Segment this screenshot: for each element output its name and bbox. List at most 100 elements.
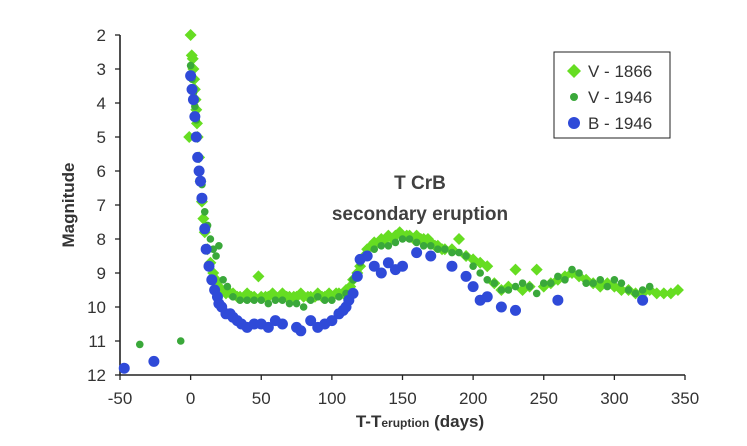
data-point-v1946 bbox=[257, 296, 266, 305]
data-point-v1946 bbox=[504, 286, 513, 294]
data-point-v1946 bbox=[638, 286, 647, 294]
legend: V - 1866 V - 1946 B - 1946 bbox=[553, 51, 671, 139]
data-point-v1946 bbox=[391, 238, 400, 247]
data-point-b1946 bbox=[305, 315, 317, 327]
data-point-v1946 bbox=[441, 245, 449, 253]
data-point-v1946 bbox=[490, 279, 499, 288]
axes bbox=[115, 34, 686, 380]
data-point-v1946 bbox=[455, 248, 463, 257]
data-point-b1946 bbox=[425, 250, 437, 262]
x-tick-label: 150 bbox=[388, 389, 416, 408]
data-point-v1946 bbox=[462, 252, 470, 260]
data-point-v1866 bbox=[186, 52, 199, 65]
data-point-b1946 bbox=[295, 325, 307, 337]
data-point-v1946 bbox=[434, 245, 442, 253]
y-tick-label: 11 bbox=[88, 332, 106, 351]
data-point-v1946 bbox=[223, 282, 232, 291]
data-point-v1946 bbox=[532, 289, 541, 298]
legend-marker-v1866 bbox=[567, 64, 581, 78]
data-point-v1866 bbox=[615, 284, 628, 296]
data-point-v1946 bbox=[377, 242, 386, 250]
data-point-v1866 bbox=[184, 29, 197, 41]
data-point-v1946 bbox=[511, 282, 520, 291]
data-point-v1946 bbox=[250, 296, 258, 305]
y-tick-label: 4 bbox=[97, 94, 106, 113]
data-point-b1946 bbox=[510, 304, 521, 316]
legend-marker-v1946 bbox=[570, 93, 578, 101]
data-point-b1946 bbox=[200, 243, 212, 255]
data-point-v1946 bbox=[596, 276, 605, 284]
data-point-v1946 bbox=[469, 262, 477, 271]
data-point-v1946 bbox=[624, 286, 633, 294]
legend-label-v1866: V - 1866 bbox=[588, 62, 652, 81]
data-point-b1946 bbox=[495, 301, 507, 313]
y-tick-label: 12 bbox=[87, 366, 106, 385]
data-point-v1946 bbox=[215, 242, 223, 250]
data-point-v1946 bbox=[176, 337, 185, 345]
data-point-v1946 bbox=[186, 61, 195, 70]
x-axis-title-subscript: eruption bbox=[381, 416, 429, 430]
data-point-v1946 bbox=[539, 279, 548, 288]
series-b-1946 bbox=[118, 70, 649, 374]
data-point-v1946 bbox=[264, 299, 273, 308]
y-axis-title: Magnitude bbox=[59, 163, 78, 248]
y-tick-label: 8 bbox=[97, 230, 106, 249]
data-point-v1946 bbox=[292, 299, 301, 308]
data-point-b1946 bbox=[192, 151, 204, 163]
data-point-v1946 bbox=[645, 282, 654, 291]
data-point-v1946 bbox=[426, 242, 435, 250]
data-point-v1946 bbox=[525, 282, 534, 291]
data-point-v1946 bbox=[412, 238, 421, 247]
data-point-v1946 bbox=[448, 248, 456, 257]
data-point-v1946 bbox=[212, 252, 220, 260]
x-tick-label: 300 bbox=[600, 389, 628, 408]
data-point-v1866 bbox=[650, 287, 663, 300]
data-point-b1946 bbox=[186, 83, 198, 95]
y-tick-label: 7 bbox=[97, 196, 106, 215]
x-axis-title: T-Teruption (days) bbox=[356, 412, 484, 431]
data-point-v1946 bbox=[610, 276, 619, 284]
data-point-v1946 bbox=[200, 208, 209, 216]
legend-label-b1946: B - 1946 bbox=[588, 114, 652, 133]
data-point-v1866 bbox=[252, 270, 265, 283]
data-point-v1946 bbox=[384, 242, 393, 250]
data-point-b1946 bbox=[195, 175, 207, 187]
data-point-v1946 bbox=[236, 296, 244, 305]
data-point-v1866 bbox=[530, 263, 543, 276]
data-point-b1946 bbox=[190, 131, 202, 143]
data-point-b1946 bbox=[262, 321, 274, 333]
data-point-b1946 bbox=[467, 281, 479, 293]
data-point-v1946 bbox=[206, 235, 215, 243]
data-point-v1946 bbox=[561, 276, 569, 284]
data-point-b1946 bbox=[193, 165, 205, 177]
data-series bbox=[118, 29, 684, 374]
data-point-v1866 bbox=[453, 233, 465, 245]
data-point-b1946 bbox=[637, 294, 649, 306]
x-tick-label: -50 bbox=[108, 389, 133, 408]
data-point-v1946 bbox=[497, 286, 506, 294]
data-point-v1946 bbox=[335, 293, 343, 301]
data-point-b1946 bbox=[206, 274, 218, 286]
data-point-b1946 bbox=[481, 291, 493, 303]
data-point-v1946 bbox=[313, 293, 322, 301]
data-point-v1946 bbox=[554, 272, 562, 281]
data-point-b1946 bbox=[276, 318, 288, 330]
data-point-b1946 bbox=[446, 260, 458, 272]
y-tick-label: 3 bbox=[97, 60, 106, 79]
legend-marker-b1946 bbox=[568, 117, 580, 129]
data-point-b1946 bbox=[411, 247, 423, 259]
data-point-v1946 bbox=[617, 279, 626, 288]
data-point-b1946 bbox=[196, 192, 208, 204]
x-tick-label: 0 bbox=[186, 389, 195, 408]
data-point-v1946 bbox=[518, 279, 527, 288]
tick-labels: -50 0 50 100 150 200 250 300 350 2 3 4 5 6 7 8 9 10 11 12 bbox=[87, 26, 699, 408]
data-point-v1866 bbox=[481, 260, 494, 273]
data-point-v1866 bbox=[197, 212, 210, 225]
data-point-v1946 bbox=[370, 245, 379, 253]
y-tick-label: 9 bbox=[97, 264, 106, 283]
data-point-v1946 bbox=[306, 296, 315, 305]
data-point-b1946 bbox=[187, 94, 199, 106]
y-tick-label: 5 bbox=[97, 128, 106, 147]
data-point-v1946 bbox=[582, 279, 590, 288]
